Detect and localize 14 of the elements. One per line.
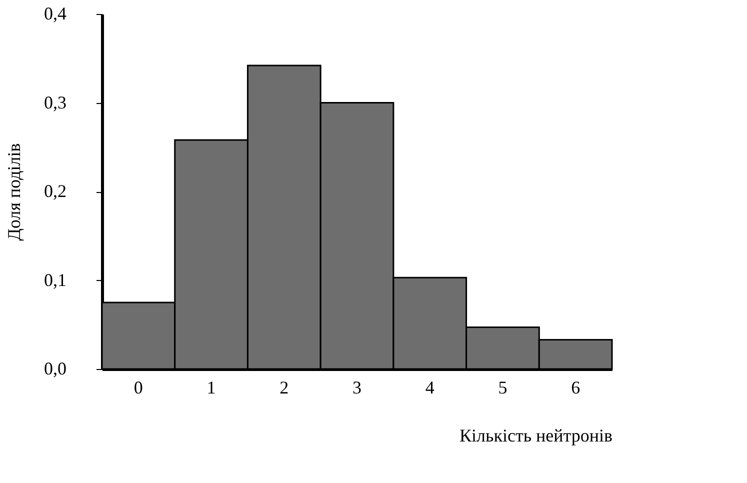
y-tick-label: 0,1 bbox=[44, 270, 66, 290]
x-tick-label: 0 bbox=[134, 378, 143, 398]
x-axis-title: Кількість нейтронів bbox=[460, 426, 612, 446]
y-tick-label: 0,2 bbox=[44, 181, 66, 201]
y-tick-label: 0,3 bbox=[44, 92, 66, 112]
x-tick-label: 5 bbox=[498, 378, 508, 398]
x-tick-label: 4 bbox=[425, 378, 434, 398]
x-tick-label: 2 bbox=[280, 378, 289, 398]
x-tick-label: 6 bbox=[571, 378, 580, 398]
y-tick-label: 0,0 bbox=[44, 358, 66, 378]
x-tick-label: 3 bbox=[352, 378, 362, 398]
y-axis-title: Доля поділів bbox=[4, 143, 24, 241]
x-tick-label: 1 bbox=[206, 378, 216, 398]
y-tick-label: 0,4 bbox=[44, 4, 66, 24]
